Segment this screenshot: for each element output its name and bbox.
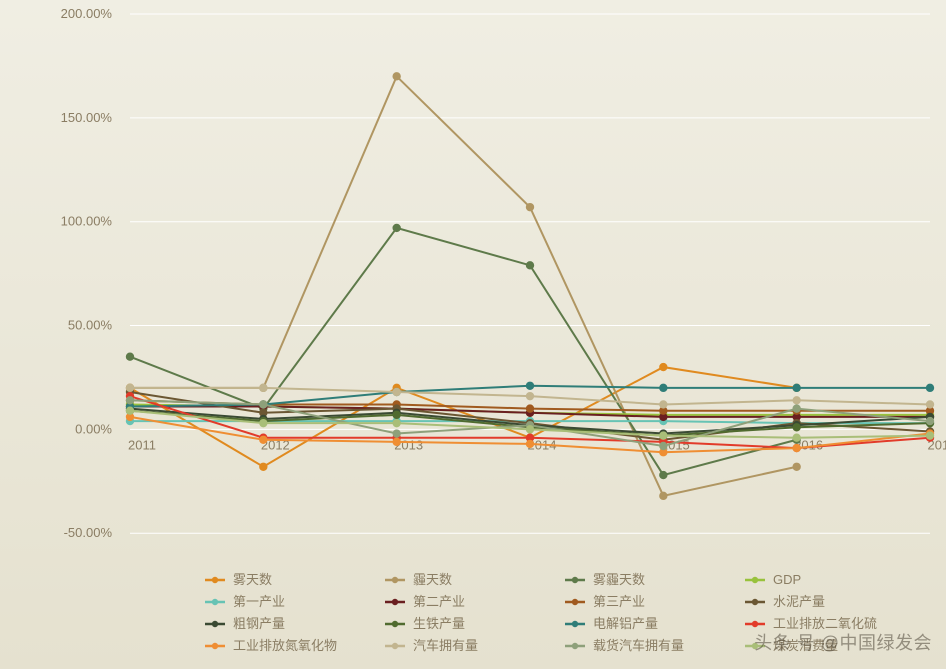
series-marker xyxy=(260,420,266,426)
series-marker xyxy=(527,441,533,447)
series-marker xyxy=(793,405,799,411)
series-marker xyxy=(527,405,533,411)
series-marker xyxy=(660,432,666,438)
y-tick-label: -50.00% xyxy=(64,525,113,540)
legend-label: 霾天数 xyxy=(413,572,452,587)
series-marker xyxy=(927,401,933,407)
series-marker xyxy=(527,393,533,399)
series-marker xyxy=(793,424,799,430)
series-marker xyxy=(660,401,666,407)
series-marker xyxy=(793,385,799,391)
legend-label: 第二产业 xyxy=(413,594,465,609)
legend-label: 载货汽车拥有量 xyxy=(593,638,684,653)
series-marker xyxy=(660,443,666,449)
series-marker xyxy=(793,397,799,403)
y-tick-label: 150.00% xyxy=(61,110,113,125)
series-marker xyxy=(660,364,666,370)
series-marker xyxy=(393,412,399,418)
series-marker xyxy=(260,401,266,407)
legend-label: 雾霾天数 xyxy=(593,572,645,587)
legend-label: 汽车拥有量 xyxy=(413,638,478,653)
legend-label: 第三产业 xyxy=(593,594,645,609)
y-tick-label: 200.00% xyxy=(61,6,113,21)
y-tick-label: 100.00% xyxy=(61,214,113,229)
y-tick-label: 0.00% xyxy=(75,421,112,436)
legend-label: 煤炭消费量 xyxy=(773,638,838,653)
legend-label: 粗钢产量 xyxy=(233,616,285,631)
series-marker xyxy=(527,426,533,432)
series-marker xyxy=(927,432,933,438)
series-marker xyxy=(260,437,266,443)
series-marker xyxy=(793,464,799,470)
legend-label: 第一产业 xyxy=(233,594,285,609)
series-marker xyxy=(527,262,533,268)
series-marker xyxy=(393,420,399,426)
legend-label: GDP xyxy=(773,572,801,587)
series-marker xyxy=(660,472,666,478)
series-marker xyxy=(927,385,933,391)
series-marker xyxy=(127,397,133,403)
series-marker xyxy=(527,204,533,210)
series-marker xyxy=(393,389,399,395)
series-marker xyxy=(393,439,399,445)
line-chart: -50.00% 0.00% 50.00% 100.00% 150.00% 200.00% 2… xyxy=(0,0,946,669)
legend-label: 电解铝产量 xyxy=(593,616,658,631)
series-marker xyxy=(527,383,533,389)
series-marker xyxy=(260,464,266,470)
legend-label: 工业排放氮氧化物 xyxy=(233,638,337,653)
series-marker xyxy=(127,385,133,391)
series-marker xyxy=(393,73,399,79)
series-marker xyxy=(660,493,666,499)
y-tick-label: 50.00% xyxy=(68,318,113,333)
legend-label: 工业排放二氧化硫 xyxy=(773,616,877,631)
legend-label: 雾天数 xyxy=(233,572,272,587)
chart-svg: -50.00% 0.00% 50.00% 100.00% 150.00% 200.00% 2… xyxy=(0,0,946,669)
series-marker xyxy=(127,353,133,359)
series-marker xyxy=(393,225,399,231)
series-marker xyxy=(260,385,266,391)
series-marker xyxy=(927,418,933,424)
series-marker xyxy=(127,407,133,413)
x-tick-label: 2011 xyxy=(128,437,156,452)
series-marker xyxy=(793,434,799,440)
legend-label: 水泥产量 xyxy=(773,594,825,609)
series-marker xyxy=(660,385,666,391)
series-marker xyxy=(793,445,799,451)
legend-label: 生铁产量 xyxy=(413,616,465,631)
series-marker xyxy=(393,430,399,436)
